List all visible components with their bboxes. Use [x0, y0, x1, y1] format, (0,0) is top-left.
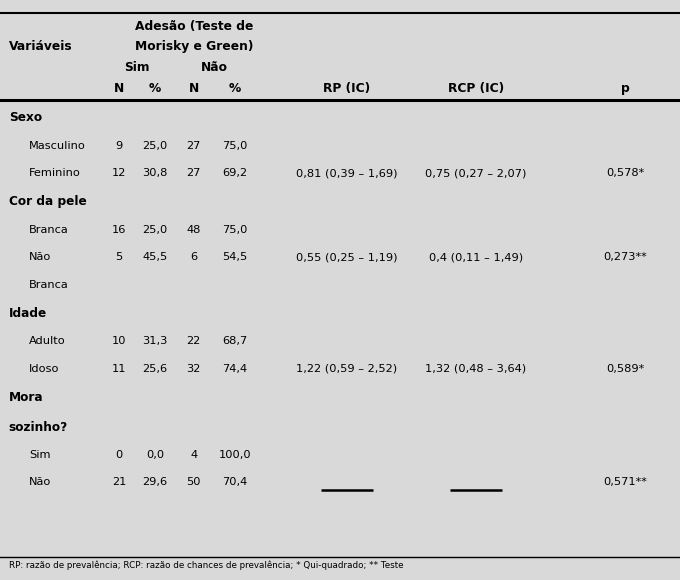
Text: 0,81 (0,39 – 1,69): 0,81 (0,39 – 1,69)	[296, 168, 398, 178]
Text: Adulto: Adulto	[29, 336, 66, 346]
Text: N: N	[188, 82, 199, 95]
Text: Sim: Sim	[124, 61, 150, 74]
Text: Sexo: Sexo	[9, 111, 42, 124]
Text: RP (IC): RP (IC)	[323, 82, 371, 95]
Text: 25,0: 25,0	[142, 141, 168, 151]
Text: Adesão (Teste de: Adesão (Teste de	[135, 20, 253, 32]
Text: 74,4: 74,4	[222, 364, 247, 374]
Text: 0,273**: 0,273**	[604, 252, 647, 262]
Text: sozinho?: sozinho?	[9, 420, 68, 433]
Text: Feminino: Feminino	[29, 168, 81, 178]
Text: 48: 48	[186, 225, 201, 235]
Text: Sim: Sim	[29, 450, 51, 460]
Text: 0,4 (0,11 – 1,49): 0,4 (0,11 – 1,49)	[429, 252, 523, 262]
Text: %: %	[228, 82, 241, 95]
Text: 0,571**: 0,571**	[604, 477, 647, 487]
Text: 27: 27	[186, 141, 201, 151]
Text: 0,589*: 0,589*	[607, 364, 645, 374]
Text: 11: 11	[112, 364, 126, 374]
Text: 1,22 (0,59 – 2,52): 1,22 (0,59 – 2,52)	[296, 364, 397, 374]
Text: Idoso: Idoso	[29, 364, 60, 374]
Text: 21: 21	[112, 477, 126, 487]
Text: 75,0: 75,0	[222, 141, 248, 151]
Text: 100,0: 100,0	[218, 450, 251, 460]
Text: 4: 4	[190, 450, 197, 460]
Text: 68,7: 68,7	[222, 336, 248, 346]
Text: Cor da pele: Cor da pele	[9, 195, 86, 208]
Text: N: N	[114, 82, 124, 95]
Text: 32: 32	[186, 364, 201, 374]
Text: 0,75 (0,27 – 2,07): 0,75 (0,27 – 2,07)	[425, 168, 527, 178]
Text: Morisky e Green): Morisky e Green)	[135, 40, 253, 53]
Text: 50: 50	[186, 477, 201, 487]
Text: 25,6: 25,6	[143, 364, 167, 374]
Text: 75,0: 75,0	[222, 225, 248, 235]
Text: 29,6: 29,6	[143, 477, 167, 487]
Text: 54,5: 54,5	[222, 252, 248, 262]
Text: 0,578*: 0,578*	[607, 168, 645, 178]
Text: Variáveis: Variáveis	[9, 40, 73, 53]
Text: 30,8: 30,8	[142, 168, 168, 178]
Text: RCP (IC): RCP (IC)	[448, 82, 504, 95]
Text: Não: Não	[29, 477, 52, 487]
Text: 16: 16	[112, 225, 126, 235]
Text: Não: Não	[201, 61, 228, 74]
Text: 5: 5	[116, 252, 122, 262]
Text: 12: 12	[112, 168, 126, 178]
Text: 69,2: 69,2	[222, 168, 247, 178]
Text: Masculino: Masculino	[29, 141, 86, 151]
Text: 0,55 (0,25 – 1,19): 0,55 (0,25 – 1,19)	[296, 252, 398, 262]
Text: %: %	[149, 82, 161, 95]
Text: 45,5: 45,5	[142, 252, 168, 262]
Text: Mora: Mora	[9, 391, 44, 404]
Text: Branca: Branca	[29, 280, 69, 289]
Text: p: p	[622, 82, 630, 95]
Text: Idade: Idade	[9, 307, 47, 320]
Text: 70,4: 70,4	[222, 477, 248, 487]
Text: RP: razão de prevalência; RCP: razão de chances de prevalência; * Qui-quadrado; : RP: razão de prevalência; RCP: razão de …	[9, 561, 403, 570]
Text: 0: 0	[116, 450, 122, 460]
Text: 1,32 (0,48 – 3,64): 1,32 (0,48 – 3,64)	[426, 364, 526, 374]
Text: 31,3: 31,3	[142, 336, 168, 346]
Text: 25,0: 25,0	[142, 225, 168, 235]
Text: 9: 9	[116, 141, 122, 151]
Text: 22: 22	[187, 336, 201, 346]
Text: 10: 10	[112, 336, 126, 346]
Text: Branca: Branca	[29, 225, 69, 235]
Text: 0,0: 0,0	[146, 450, 164, 460]
Text: Não: Não	[29, 252, 52, 262]
Text: 6: 6	[190, 252, 197, 262]
Text: 27: 27	[186, 168, 201, 178]
